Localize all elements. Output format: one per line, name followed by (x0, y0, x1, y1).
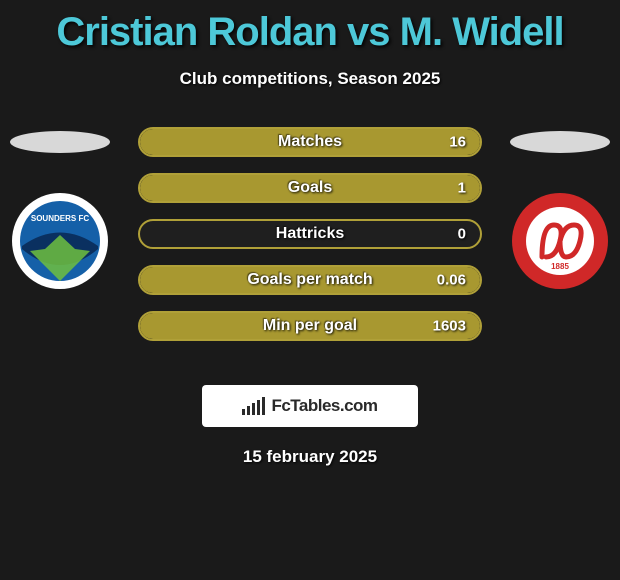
stat-label: Goals (288, 179, 332, 197)
stat-label: Hattricks (276, 225, 344, 243)
stat-pill: Hattricks 0 (138, 219, 482, 249)
svg-text:1885: 1885 (551, 262, 569, 271)
right-ellipse (508, 129, 612, 155)
stat-label: Goals per match (247, 271, 372, 289)
stat-pill: Min per goal 1603 (138, 311, 482, 341)
stat-pill: Goals 1 (138, 173, 482, 203)
attribution-badge: FcTables.com (202, 385, 418, 427)
footer-date: 15 february 2025 (0, 447, 620, 467)
stat-pill: Matches 16 (138, 127, 482, 157)
left-team-badge: SOUNDERS FC (10, 191, 110, 291)
svg-text:SOUNDERS FC: SOUNDERS FC (31, 214, 89, 223)
comparison-area: SOUNDERS FC Matches 16 Goals 1 Hattricks 0 Goa… (0, 127, 620, 367)
right-team-column: 1885 (500, 127, 620, 291)
left-team-column: SOUNDERS FC (0, 127, 120, 291)
stat-label: Min per goal (263, 317, 357, 335)
stat-pill: Goals per match 0.06 (138, 265, 482, 295)
stat-value: 16 (449, 134, 466, 151)
left-ellipse (8, 129, 112, 155)
stats-column: Matches 16 Goals 1 Hattricks 0 Goals per match… (138, 127, 482, 357)
chart-icon (242, 397, 265, 415)
page-title: Cristian Roldan vs M. Widell (0, 0, 620, 55)
stat-value: 0 (458, 226, 466, 243)
page-subtitle: Club competitions, Season 2025 (0, 69, 620, 89)
stat-value: 0.06 (437, 272, 466, 289)
right-team-badge: 1885 (510, 191, 610, 291)
stat-label: Matches (278, 133, 342, 151)
attribution-text: FcTables.com (271, 396, 377, 416)
stat-value: 1 (458, 180, 466, 197)
stat-value: 1603 (433, 318, 466, 335)
